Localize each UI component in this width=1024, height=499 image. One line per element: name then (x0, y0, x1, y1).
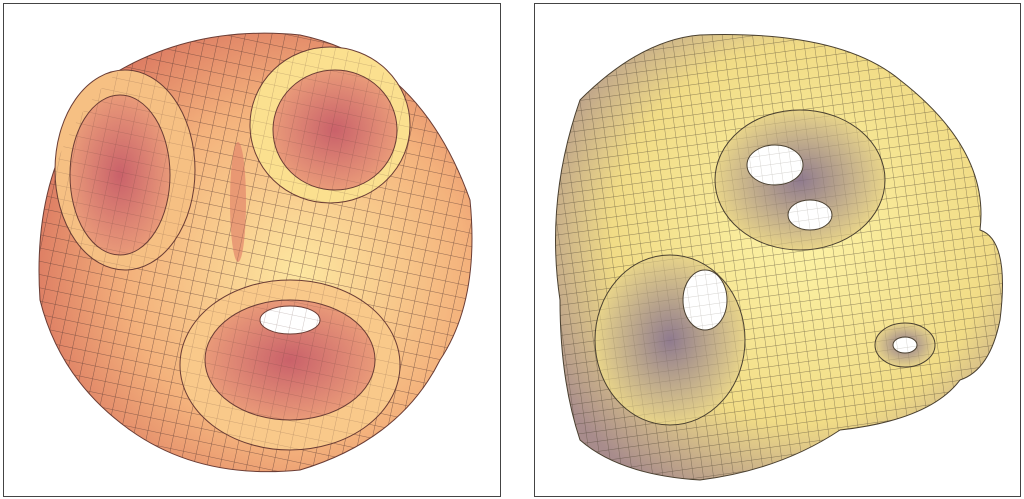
left-surface (38, 32, 473, 473)
right-surface (555, 34, 1003, 481)
